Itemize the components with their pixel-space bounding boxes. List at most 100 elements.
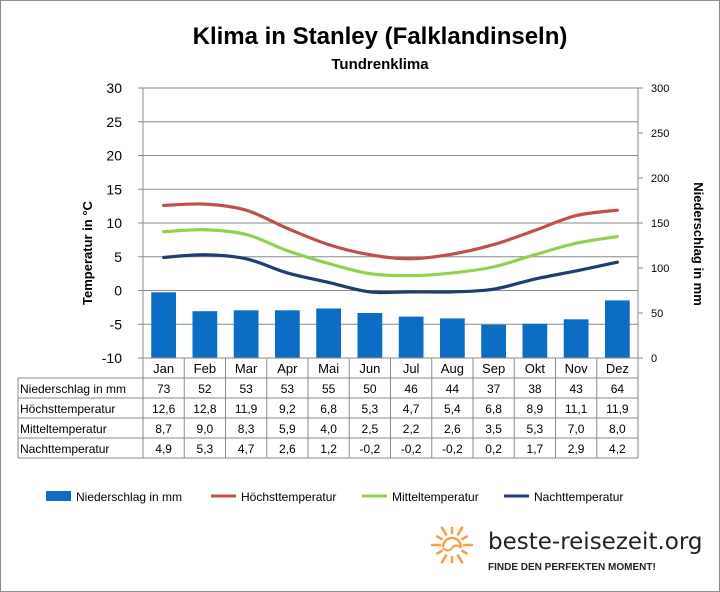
- table-cell: 73: [157, 382, 171, 396]
- table-cell: 64: [611, 382, 625, 396]
- legend-entry-label: Höchsttemperatur: [241, 490, 336, 504]
- precipitation-bar: [151, 292, 176, 358]
- table-cell: 5,3: [527, 422, 544, 436]
- sun-ray: [435, 549, 443, 555]
- y-left-tick-label: 15: [106, 181, 122, 197]
- precipitation-bar: [398, 316, 424, 358]
- y-left-tick-label: -10: [102, 350, 122, 366]
- y-left-tick-label: 25: [106, 114, 122, 130]
- legend-entry-label: Niederschlag in mm: [76, 490, 182, 504]
- table-cell: 2,6: [444, 422, 461, 436]
- precipitation-bar: [440, 318, 465, 358]
- x-tick-label: Jan: [153, 361, 174, 376]
- precipitation-bar: [605, 300, 630, 358]
- table-cell: 4,9: [155, 442, 172, 456]
- table-cell: -0,2: [401, 442, 422, 456]
- data-table: Jan Feb Mar Apr Mai Jun Jul Aug Sep Okt Nov Dez Nied…: [17, 357, 639, 459]
- table-row-header: Mitteltemperatur: [20, 422, 107, 436]
- table-cell: 6,8: [485, 402, 502, 416]
- table-cell: 1,2: [320, 442, 337, 456]
- precipitation-bar: [275, 310, 300, 358]
- table-cell: 8,3: [238, 422, 255, 436]
- table-cell: 9,2: [279, 402, 296, 416]
- table-cell: 4,7: [403, 402, 420, 416]
- x-tick-label: Mar: [235, 361, 258, 376]
- y-left-tick-label: 5: [114, 249, 122, 265]
- table-cell: 44: [446, 382, 460, 396]
- table-row-header: Nachttemperatur: [20, 442, 109, 456]
- table-cell: 4,0: [320, 422, 337, 436]
- sun-ray: [461, 535, 469, 541]
- table-cell: 55: [322, 382, 336, 396]
- legend: Niederschlag in mm Höchsttemperatur Mittel…: [46, 490, 623, 504]
- y-left-tick-label: 0: [114, 283, 122, 299]
- table-cell: 5,3: [362, 402, 379, 416]
- x-tick-label: Apr: [277, 361, 298, 376]
- x-tick-label: Feb: [194, 361, 216, 376]
- precipitation-bar: [522, 323, 548, 358]
- table-cell: 1,7: [527, 442, 544, 456]
- y-left-tick-label: 20: [106, 148, 122, 164]
- sun-ray: [456, 526, 464, 536]
- sun-ray: [461, 549, 469, 555]
- table-cell: 11,9: [235, 402, 258, 416]
- sun-ray: [440, 554, 448, 564]
- sun-ray: [456, 554, 464, 564]
- table-cell: 8,9: [527, 402, 544, 416]
- y-axis-left-label: Temperatur in °C: [80, 200, 95, 305]
- y-right-tick-label: 200: [651, 173, 669, 185]
- x-tick-label: Dez: [606, 361, 629, 376]
- series-line-1: [162, 202, 619, 261]
- chart-title: Klima in Stanley (Falklandinseln): [193, 23, 568, 50]
- table-cell: -0,2: [442, 442, 463, 456]
- table-cell: 2,6: [279, 442, 296, 456]
- brand-slogan: FINDE DEN PERFEKTEN MOMENT!: [488, 562, 656, 573]
- x-tick-label: Okt: [525, 361, 546, 376]
- precipitation-bar: [233, 310, 259, 358]
- legend-swatch-bar: [46, 491, 71, 501]
- sun-wave: [442, 544, 462, 552]
- sun-logo-icon: [430, 526, 474, 564]
- table-cell: 5,9: [279, 422, 296, 436]
- x-tick-label: Mai: [318, 361, 339, 376]
- x-tick-label: Nov: [565, 361, 589, 376]
- x-tick-label: Aug: [441, 361, 464, 376]
- x-tick-label: Jun: [359, 361, 380, 376]
- x-tick-label: Jul: [403, 361, 420, 376]
- table-cell: 38: [528, 382, 542, 396]
- legend-entry-label: Mitteltemperatur: [392, 490, 479, 504]
- table-cell: 8,0: [609, 422, 626, 436]
- table-cell: 4,2: [609, 442, 626, 456]
- sun-ray: [440, 526, 448, 536]
- y-axis-right-label: Niederschlag in mm: [691, 182, 706, 306]
- y-left-tick-label: 10: [106, 215, 122, 231]
- table-cell: 5,4: [444, 402, 461, 416]
- precipitation-bar: [563, 319, 589, 358]
- table-cell: 52: [198, 382, 212, 396]
- table-cell: 3,5: [485, 422, 502, 436]
- y-left-tick-label: 30: [106, 80, 122, 96]
- table-cell: 2,2: [403, 422, 420, 436]
- sun-core: [441, 536, 463, 548]
- table-cell: 4,7: [238, 442, 255, 456]
- table-cell: 43: [569, 382, 583, 396]
- precipitation-bars: [151, 292, 630, 358]
- brand-block: beste-reisezeit.org FINDE DEN PERFEKTEN …: [430, 526, 703, 573]
- table-cell: 6,8: [320, 402, 337, 416]
- legend-entry-label: Nachttemperatur: [534, 490, 623, 504]
- precipitation-bar: [357, 313, 383, 358]
- table-cell: 9,0: [197, 422, 214, 436]
- y-right-tick-label: 250: [651, 128, 669, 140]
- chart-subtitle: Tundrenklima: [331, 56, 429, 73]
- table-cell: 37: [487, 382, 501, 396]
- brand-site-name: beste-reisezeit.org: [488, 529, 703, 555]
- table-cell: -0,2: [360, 442, 381, 456]
- series-line-2: [162, 228, 619, 278]
- y-right-tick-label: 0: [651, 353, 657, 365]
- table-cell: 2,9: [568, 442, 585, 456]
- y-right-tick-label: 50: [651, 308, 663, 320]
- series-line-3: [162, 253, 619, 295]
- y-left-tick-label: -5: [110, 316, 123, 332]
- temperature-lines: [162, 202, 619, 295]
